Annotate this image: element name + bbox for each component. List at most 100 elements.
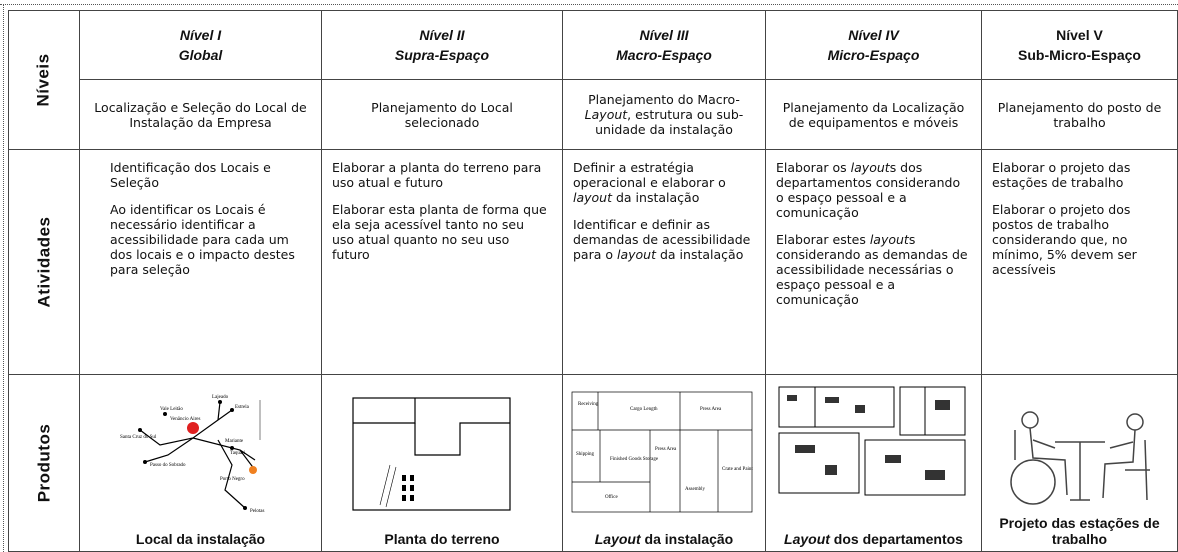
product-caption: Layout dos departamentos	[766, 531, 981, 547]
level-description: Planejamento do Local selecionado	[322, 80, 563, 150]
map-label: Mariante	[225, 439, 244, 444]
layout-label: Crate and Paint	[722, 467, 753, 472]
layout-label: Finished Goods Storage	[610, 457, 659, 462]
text-part: da instalação	[612, 190, 700, 205]
text-part: Local da instalação	[135, 531, 266, 547]
text-part: Identificação dos Locais e Seleção	[110, 160, 271, 190]
row-label: Níveis	[34, 53, 53, 107]
activity: Identificação dos Locais e Seleção	[110, 160, 309, 190]
text-part: Planejamento do Local selecionado	[371, 99, 513, 130]
map-label: Estrela	[235, 405, 250, 410]
level-activities: Definir a estratégia operacional e elabo…	[563, 150, 766, 375]
left-dotted-border	[3, 4, 4, 552]
text-part: Planta do terreno	[384, 531, 500, 547]
workstation-drawing	[1010, 411, 1150, 505]
text-part: Elaborar o projeto das estações de traba…	[992, 160, 1131, 190]
text-part: Layout	[784, 531, 830, 547]
level-description: Localização e Seleção do Local de Instal…	[80, 80, 322, 150]
activity: Elaborar a planta do terreno para uso at…	[332, 160, 550, 190]
text-part: , estrutura ou sub-unidade da instalação	[595, 107, 744, 137]
level-title: Supra-Espaço	[394, 47, 490, 63]
activity: Elaborar estes layouts considerando as d…	[776, 232, 969, 307]
level-title: Sub-Micro-Espaço	[1018, 47, 1141, 63]
text-part: da instalação	[640, 531, 734, 547]
activity: Elaborar o projeto das estações de traba…	[992, 160, 1165, 190]
text-part: Planejamento do Macro-	[588, 92, 740, 107]
text-part: Definir a estratégia operacional e elabo…	[573, 160, 726, 190]
level-header: Nível V Sub-Micro-Espaço	[982, 10, 1178, 80]
layout-label: Assembly	[685, 487, 706, 492]
level-header: Nível III Macro-Espaço	[563, 10, 766, 80]
level-title: Nível I	[179, 27, 222, 43]
text-part: s considerando as demandas de acessibili…	[776, 232, 968, 307]
row-label: Atividades	[34, 216, 54, 308]
activity: Definir a estratégia operacional e elabo…	[573, 160, 753, 205]
text-part: layout	[617, 247, 657, 262]
level-description: Planejamento do posto de trabalho	[982, 80, 1178, 150]
text-part: Elaborar esta planta de forma que ela se…	[332, 202, 547, 262]
text-part: Planejamento do posto de trabalho	[997, 99, 1162, 130]
map-label: Santa Cruz do Sul	[120, 435, 157, 440]
text-part: Elaborar os	[776, 160, 851, 175]
level-activities: Elaborar a planta do terreno para uso at…	[322, 150, 563, 375]
description-text: Localização e Seleção do Local de Instal…	[94, 100, 307, 130]
product-caption: Planta do terreno	[322, 531, 562, 547]
product-caption: Local da instalação	[80, 531, 321, 547]
level-description: Planejamento da Localização de equipamen…	[766, 80, 982, 150]
row-label-cell: Produtos	[8, 375, 80, 552]
description-text: Planejamento da Localização de equipamen…	[780, 100, 967, 130]
text-part: Localização e Seleção do Local de Instal…	[94, 99, 307, 130]
map-drawing: Lajeado Estrela Vale Leitão Venâncio Air…	[120, 395, 264, 514]
map-label: Porto Negro	[220, 477, 245, 482]
layout-label: Shipping	[576, 452, 595, 457]
layout-label: Press Area	[655, 447, 677, 452]
level-title: Nível IV	[848, 27, 899, 43]
level-title: Nível II	[419, 27, 465, 43]
layout-label: Press Area	[700, 407, 722, 412]
text-part: Layout	[584, 107, 628, 122]
map-label: Vale Leitão	[160, 407, 183, 412]
text-part: Ao identificar os Locais é necessário id…	[110, 202, 295, 277]
product-caption: Layout da instalação	[563, 531, 765, 547]
activity: Elaborar os layouts dos departamentos co…	[776, 160, 969, 220]
text-part: Elaborar a planta do terreno para uso at…	[332, 160, 542, 190]
level-title: Global	[178, 47, 223, 63]
description-text: Planejamento do posto de trabalho	[996, 100, 1163, 130]
site-plan-drawing	[352, 397, 511, 511]
level-title: Micro-Espaço	[827, 47, 920, 63]
activity: Elaborar o projeto dos postos de trabalh…	[992, 202, 1165, 277]
map-label: Lajeado	[212, 395, 229, 400]
product-caption: Projeto das estações de trabalho	[982, 515, 1177, 547]
level-header: Nível IV Micro-Espaço	[766, 10, 982, 80]
layout-drawing: Receiving Cargo Length Press Area Shippi…	[571, 391, 753, 513]
text-part: Identificar e definir as demandas de ace…	[573, 217, 751, 262]
description-text: Planejamento do Macro-Layout, estrutura …	[577, 92, 751, 137]
level-header: Nível II Supra-Espaço	[322, 10, 563, 80]
text-part: dos departamentos	[829, 531, 963, 547]
level-activities: Elaborar os layouts dos departamentos co…	[766, 150, 982, 375]
activity: Elaborar esta planta de forma que ela se…	[332, 202, 550, 262]
activity: Identificar e definir as demandas de ace…	[573, 217, 753, 262]
top-dotted-border	[0, 4, 1178, 5]
map-label: Venâncio Aires	[170, 417, 200, 422]
level-title: Nível III	[639, 27, 689, 43]
map-label: Taquari	[230, 451, 246, 456]
level-activities: Identificação dos Locais e Seleção Ao ide…	[80, 150, 322, 375]
level-title: Nível V	[1056, 27, 1103, 43]
text-part: layout	[850, 160, 890, 175]
row-label-cell: Atividades	[8, 150, 80, 375]
text-part: Elaborar o projeto dos postos de trabalh…	[992, 202, 1137, 277]
text-part: Projeto das estações de trabalho	[999, 515, 1160, 547]
level-description: Planejamento do Macro-Layout, estrutura …	[563, 80, 766, 150]
text-part: layout	[573, 190, 613, 205]
text-part: Planejamento da Localização de equipamen…	[782, 99, 965, 130]
map-label: Passo do Sobrado	[150, 463, 186, 468]
text-part: Elaborar estes	[776, 232, 870, 247]
text-part: layout	[869, 232, 909, 247]
level-activities: Elaborar o projeto das estações de traba…	[982, 150, 1178, 375]
row-label-cell: Níveis	[8, 10, 80, 150]
text-part: Layout	[594, 531, 641, 547]
text-part: s dos departamentos considerando o espaç…	[776, 160, 961, 220]
layout-label: Receiving	[578, 402, 599, 407]
